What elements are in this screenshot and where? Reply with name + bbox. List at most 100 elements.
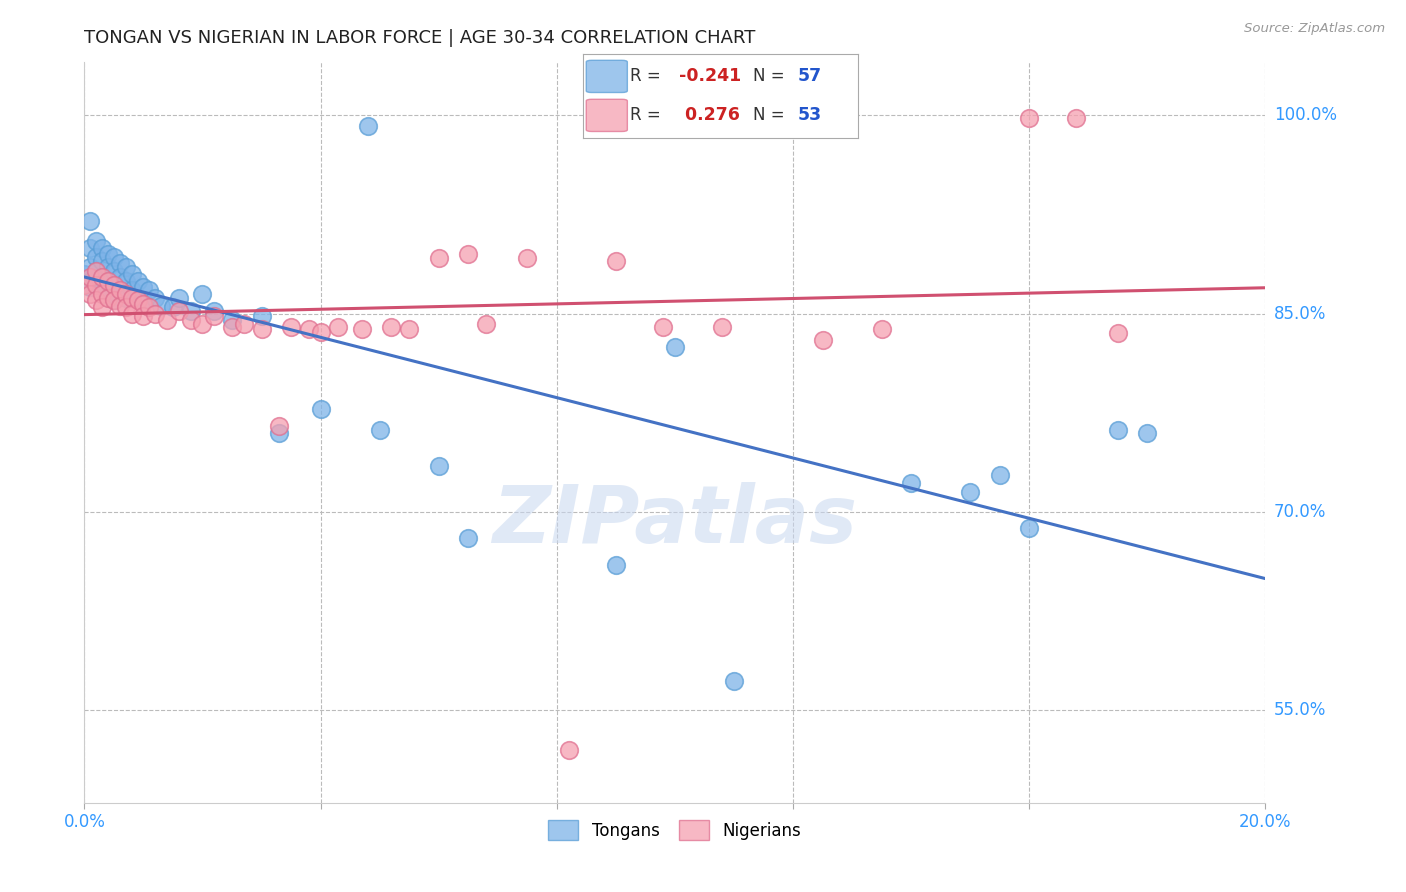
Point [250,310,273,324]
Point [84,234,107,248]
Point [202,310,225,324]
Point [156,313,179,327]
Point [221,319,243,334]
Point [269,425,291,440]
Point [79,280,101,294]
Point [84,250,107,264]
Point [103,293,125,308]
Point [959,485,981,500]
Point [232,317,254,331]
Point [91,269,114,284]
Point [167,291,190,305]
Point [79,240,101,255]
Point [79,269,101,284]
Point [138,300,160,314]
Point [427,458,450,473]
Point [114,286,136,301]
Point [1018,521,1040,535]
Point [91,286,114,301]
Point [298,322,321,336]
Point [91,283,114,297]
Point [328,319,350,334]
Point [605,253,627,268]
Point [557,743,579,757]
Point [167,304,190,318]
Point [427,251,450,265]
Point [114,260,136,275]
Text: 100.0%: 100.0% [1274,106,1337,124]
Point [97,260,120,275]
Point [162,300,184,314]
Point [368,423,391,437]
Point [280,319,302,334]
Point [103,264,125,278]
Point [221,313,243,327]
Point [132,293,155,308]
Point [79,286,101,301]
Point [516,251,538,265]
Text: Source: ZipAtlas.com: Source: ZipAtlas.com [1244,22,1385,36]
FancyBboxPatch shape [586,99,627,131]
Point [132,280,155,294]
Point [84,264,107,278]
Point [1018,111,1040,125]
Point [84,264,107,278]
Text: R =: R = [630,68,661,86]
Point [127,274,149,288]
Legend: Tongans, Nigerians: Tongans, Nigerians [541,814,808,847]
Point [91,240,114,255]
Point [138,283,160,297]
Point [79,214,101,228]
Text: R =: R = [630,106,661,124]
Text: 53: 53 [797,106,821,124]
FancyBboxPatch shape [586,61,627,93]
Point [605,558,627,572]
Point [108,269,131,284]
Text: N =: N = [754,68,785,86]
Point [103,277,125,292]
Point [91,300,114,314]
Point [398,322,420,336]
Text: 70.0%: 70.0% [1274,503,1326,521]
Text: 55.0%: 55.0% [1274,701,1326,719]
Point [309,325,332,339]
Point [143,307,166,321]
Point [1136,425,1159,440]
Point [202,304,225,318]
Point [723,674,745,689]
Point [103,293,125,308]
Point [150,299,173,313]
Point [121,307,143,321]
Point [132,310,155,324]
Point [357,119,380,133]
Point [191,317,214,331]
Point [84,277,107,292]
Point [84,293,107,308]
Point [664,340,686,354]
Point [108,256,131,270]
Point [1066,111,1088,125]
Point [811,333,834,347]
Point [108,283,131,297]
Point [132,297,155,311]
Point [380,319,402,334]
Point [121,291,143,305]
Text: ZIPatlas: ZIPatlas [492,483,858,560]
Point [73,277,96,292]
Point [79,260,101,275]
Point [97,291,120,305]
Point [457,247,479,261]
Point [114,300,136,314]
Point [114,291,136,305]
Point [900,475,922,490]
Point [988,467,1011,482]
Point [108,299,131,313]
Point [309,401,332,416]
Point [457,532,479,546]
Point [91,253,114,268]
Point [121,283,143,297]
Point [652,319,675,334]
Point [1107,423,1129,437]
Point [108,283,131,297]
Text: 85.0%: 85.0% [1274,305,1326,323]
